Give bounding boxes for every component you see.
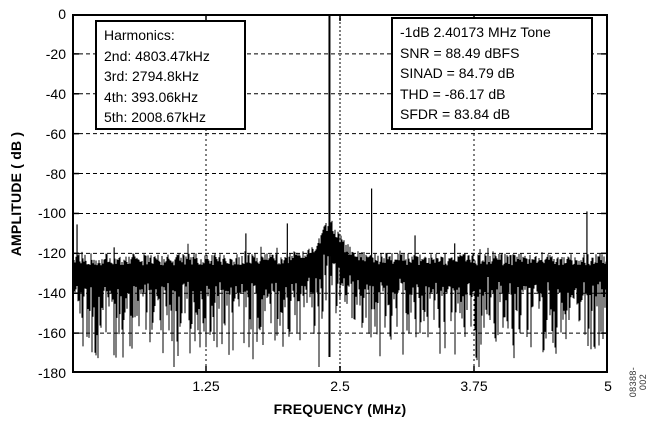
spectrum-canvas — [72, 14, 608, 373]
thd-value: THD = -86.17 dB — [400, 85, 506, 102]
noise-floor-trace — [72, 220, 608, 367]
x-tick-label: 5 — [604, 378, 612, 394]
y-tick-label: -140 — [37, 285, 66, 302]
harmonics-annotation-box: Harmonics: 2nd: 4803.47kHz 3rd: 2794.8kH… — [95, 20, 246, 130]
snr-value: SNR = 88.49 dBFS — [400, 44, 520, 61]
tone-description: -1dB 2.40173 MHz Tone — [400, 24, 551, 40]
x-tick-label: 3.75 — [460, 378, 488, 394]
y-tick-label: -60 — [45, 125, 66, 142]
y-tick-label: 0 — [58, 6, 66, 22]
harmonics-title: Harmonics: — [104, 27, 175, 43]
y-tick-label: -40 — [45, 85, 66, 102]
harmonic-3rd: 3rd: 2794.8kHz — [104, 68, 199, 84]
sinad-value: SINAD = 84.79 dB — [400, 65, 515, 81]
y-tick-label: -80 — [45, 165, 66, 182]
performance-stats-box: -1dB 2.40173 MHz Tone SNR = 88.49 dBFS S… — [391, 17, 593, 130]
x-axis-title: FREQUENCY (MHz) — [273, 401, 407, 417]
y-tick-label: -120 — [37, 245, 66, 262]
y-tick-label: -100 — [37, 205, 66, 222]
x-tick-label: 1.25 — [192, 378, 220, 394]
x-tick-label: 2.5 — [330, 378, 350, 394]
y-axis-title: AMPLITUDE ( dB ) — [8, 131, 24, 257]
harmonic-5th: 5th: 2008.67kHz — [104, 109, 206, 125]
plot-border — [72, 14, 608, 373]
sfdr-value: SFDR = 83.84 dB — [400, 106, 511, 122]
y-tick-label: -20 — [45, 45, 66, 62]
harmonic-4th: 4th: 393.06kHz — [104, 88, 199, 105]
figure-number: 08388-002 — [628, 366, 648, 398]
y-tick-label: -180 — [37, 365, 66, 381]
y-tick-label: -160 — [37, 325, 66, 342]
harmonic-2nd: 2nd: 4803.47kHz — [104, 47, 210, 64]
